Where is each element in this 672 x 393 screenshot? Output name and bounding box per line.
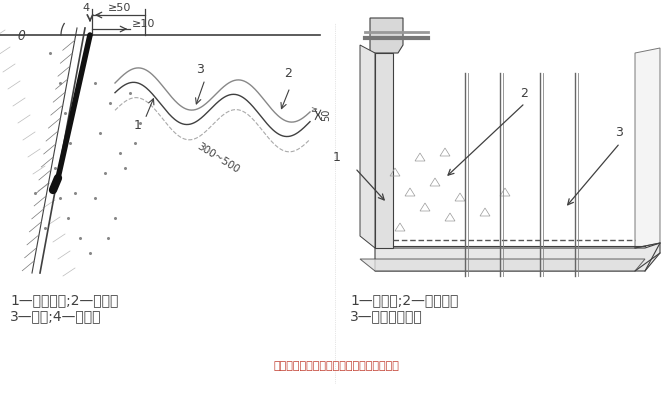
Polygon shape — [375, 53, 393, 248]
Text: 3: 3 — [615, 126, 623, 139]
Polygon shape — [360, 45, 375, 248]
Text: ≥: ≥ — [310, 105, 317, 114]
Text: 跨縫鉆孔注漿（左）、帷幕灌漿示意（右）: 跨縫鉆孔注漿（左）、帷幕灌漿示意（右） — [273, 361, 399, 371]
Polygon shape — [360, 259, 645, 271]
Text: 1: 1 — [333, 151, 341, 164]
Text: 1—封縫材料;2—鉆孔；
3—裂縫;4—注漿嘴: 1—封縫材料;2—鉆孔； 3—裂縫;4—注漿嘴 — [10, 293, 118, 323]
Text: ≥10: ≥10 — [132, 19, 155, 29]
Polygon shape — [370, 18, 403, 53]
Text: 2: 2 — [520, 87, 528, 100]
Text: 300~500: 300~500 — [195, 141, 241, 175]
Text: 50: 50 — [321, 108, 331, 121]
Text: ≥50: ≥50 — [108, 3, 132, 13]
Polygon shape — [375, 243, 660, 271]
Polygon shape — [635, 48, 660, 248]
Text: 4: 4 — [83, 3, 89, 13]
Text: θ: θ — [18, 30, 26, 43]
Text: 1—防水層;2—注漿嘴；
3—丙烯酸鹽漿液: 1—防水層;2—注漿嘴； 3—丙烯酸鹽漿液 — [350, 293, 458, 323]
Text: 3: 3 — [196, 63, 204, 76]
Text: 2: 2 — [284, 67, 292, 80]
Text: 1: 1 — [134, 119, 142, 132]
